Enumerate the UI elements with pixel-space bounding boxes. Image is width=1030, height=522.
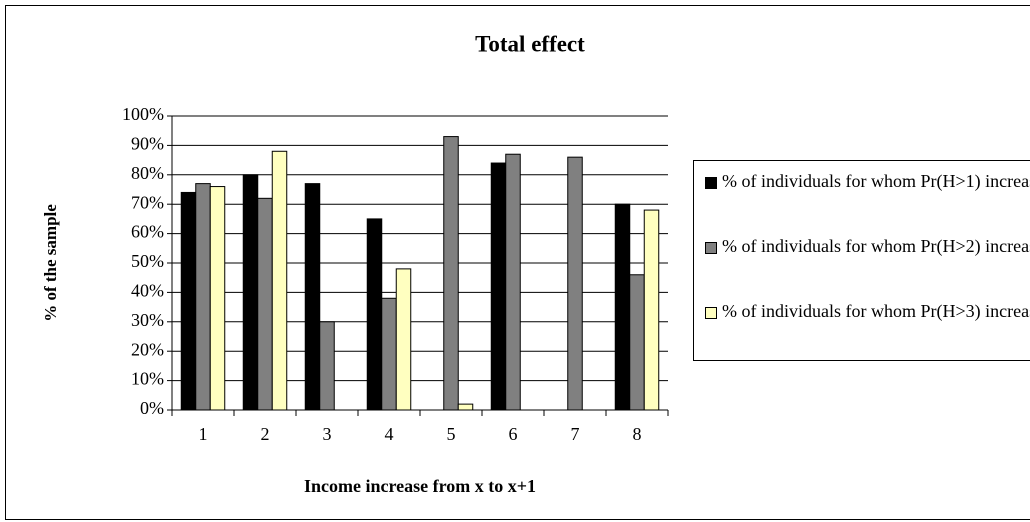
- y-tick-label: 30%: [131, 310, 164, 330]
- bar: [567, 156, 583, 411]
- x-tick-label: 3: [323, 424, 332, 444]
- legend-swatch: [705, 307, 717, 319]
- bar: [257, 197, 273, 411]
- x-tick-label: 6: [509, 424, 518, 444]
- bar: [271, 150, 288, 411]
- legend-box: [693, 160, 1030, 361]
- y-tick-label: 10%: [131, 369, 164, 389]
- y-tick-label: 50%: [131, 251, 164, 271]
- y-tick-label: 60%: [131, 222, 164, 242]
- bar: [381, 297, 397, 411]
- legend-label: % of individuals for whom Pr(H>1) increa…: [722, 171, 1030, 191]
- bar: [180, 191, 197, 411]
- y-tick-label: 40%: [131, 281, 164, 301]
- x-tick-label: 1: [199, 424, 208, 444]
- bar: [366, 218, 383, 411]
- bar: [209, 186, 226, 411]
- y-tick-label: 0%: [140, 398, 164, 418]
- bar: [242, 174, 259, 411]
- y-axis-label: % of the sample: [41, 204, 60, 322]
- chart-title: Total effect: [475, 31, 585, 56]
- bar: [457, 403, 474, 411]
- legend-swatch: [705, 242, 717, 254]
- x-tick-label: 4: [385, 424, 394, 444]
- bar: [304, 183, 321, 411]
- x-tick-label: 2: [261, 424, 270, 444]
- y-tick-label: 80%: [131, 163, 164, 183]
- bar: [490, 162, 507, 411]
- bar: [195, 183, 211, 411]
- legend-label: % of individuals for whom Pr(H>2) increa…: [722, 236, 1030, 256]
- legend-label: % of individuals for whom Pr(H>3) increa…: [722, 301, 1030, 321]
- x-tick-label: 8: [633, 424, 642, 444]
- bar: [395, 268, 412, 411]
- y-tick-label: 20%: [131, 339, 164, 359]
- bar: [629, 274, 645, 411]
- y-tick-label: 100%: [122, 104, 164, 124]
- x-tick-label: 7: [571, 424, 580, 444]
- legend-swatch: [705, 177, 717, 189]
- bar: [443, 136, 459, 411]
- bar: [505, 153, 521, 411]
- y-tick-label: 70%: [131, 192, 164, 212]
- bar: [614, 203, 631, 411]
- x-tick-label: 5: [447, 424, 456, 444]
- x-axis-label: Income increase from x to x+1: [304, 476, 536, 496]
- bar: [643, 209, 660, 411]
- bar: [319, 321, 335, 411]
- y-tick-label: 90%: [131, 134, 164, 154]
